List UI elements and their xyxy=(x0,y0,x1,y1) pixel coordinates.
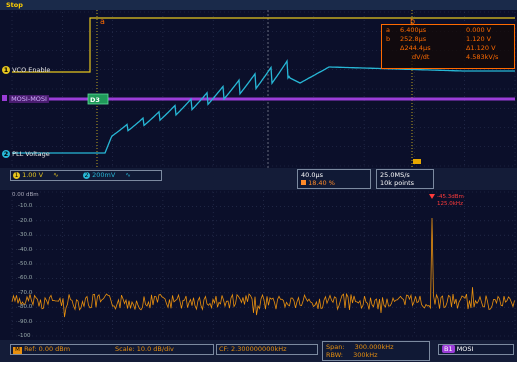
trigger-position-icon xyxy=(301,180,306,185)
ch1-bw-icon: ∿ xyxy=(53,171,59,179)
timebase: 40.0µs xyxy=(301,171,323,179)
decode-label: MOSI xyxy=(456,345,474,353)
frequency-toolbar: M Ref: 0.00 dBm Scale: 10.0 dB/div CF: 2… xyxy=(0,340,517,362)
cursor-a-value: 0.000 V xyxy=(466,26,492,34)
spectrum-y-tick: -90.0 xyxy=(18,318,33,325)
cf-value: 2.300000000kHz xyxy=(231,345,287,353)
vco-enable-trace xyxy=(12,17,515,73)
spectrum-y-tick: -80.0 xyxy=(18,304,33,311)
cf-label: CF: xyxy=(219,345,229,353)
ch2-bw-icon: ∿ xyxy=(125,171,131,179)
bus-decode-box[interactable]: B1 MOSI xyxy=(438,344,514,355)
cursor-readout-panel: a 6.400µs 0.000 V b 252.8µs 1.120 V Δ244… xyxy=(381,24,515,69)
spectrum-trace xyxy=(11,217,515,318)
rbw-label: RBW: xyxy=(326,351,343,359)
sample-rate: 25.0MS/s xyxy=(380,171,410,179)
cursor-dvdt-value: 4.583kV/s xyxy=(466,53,499,61)
ch1-scale-dot: 1 xyxy=(13,172,20,179)
ch2-scale-group: 2 200mV ∿ xyxy=(83,171,131,179)
ref-badge-icon: M xyxy=(13,347,22,354)
ch2-label[interactable]: 2 PLL Voltage xyxy=(2,150,50,158)
scale-value: 10.0 dB/div xyxy=(136,345,174,353)
ch1-number: 1 xyxy=(2,66,10,74)
trigger-position-marker xyxy=(413,159,421,164)
ch2-number: 2 xyxy=(2,150,10,158)
ch1-scale: 1.00 V xyxy=(22,171,44,179)
spectrum-marker-icon xyxy=(429,194,436,199)
cursor-b-value: 1.120 V xyxy=(466,35,492,43)
record-length: 10k points xyxy=(380,179,415,187)
mosi-name: MOSI-MOSI xyxy=(9,95,49,103)
waveform-graticule xyxy=(11,11,516,167)
mosi-label[interactable]: MOSI-MOSI xyxy=(2,95,49,103)
ref-scale-box[interactable]: M Ref: 0.00 dBm Scale: 10.0 dB/div xyxy=(10,344,214,355)
ch2-name: PLL Voltage xyxy=(12,150,50,158)
spectrum-marker-value: -45.3dBm xyxy=(437,194,464,200)
cursor-delta-time: Δ244.4µs xyxy=(400,44,431,52)
span-value: 300.000kHz xyxy=(354,343,394,351)
mosi-decode-badge: D3 xyxy=(90,96,100,104)
ref-label: Ref: xyxy=(24,345,37,353)
spectrum-y-tick: -10.0 xyxy=(18,203,33,210)
scale-group: Scale: 10.0 dB/div xyxy=(115,345,174,353)
spectrum-y-tick: -100 xyxy=(18,333,31,339)
mosi-color-chip xyxy=(2,95,7,101)
pll-voltage-trace xyxy=(12,59,515,154)
run-state[interactable]: Stop xyxy=(6,1,23,9)
decode-badge: B1 xyxy=(442,345,455,353)
ref-group: M Ref: 0.00 dBm xyxy=(13,345,70,354)
trigger-position: 18.40 % xyxy=(301,179,335,187)
rbw-value: 300kHz xyxy=(353,351,378,359)
horizontal-box[interactable]: 40.0µs 18.40 % xyxy=(297,169,371,189)
cursor-a-time: 6.400µs xyxy=(400,26,427,34)
ref-value: 0.00 dBm xyxy=(38,345,71,353)
scale-label: Scale: xyxy=(115,345,135,353)
spectrum-y-tick: -60.0 xyxy=(18,275,33,282)
spectrum-y-tick: -30.0 xyxy=(18,232,33,239)
ch1-name: VCO Enable xyxy=(12,66,51,74)
cursor-a-marker: a xyxy=(100,17,105,26)
cursor-a-badge: a xyxy=(386,26,390,34)
spectrum-graticule xyxy=(11,191,516,337)
mosi-decode-packet xyxy=(87,93,109,105)
spectrum-y-tick: -70.0 xyxy=(18,289,33,296)
cursor-b-badge: b xyxy=(386,35,391,43)
spectrum-y-tick: -50.0 xyxy=(18,261,33,267)
spectrum-y-tick: -20.0 xyxy=(18,217,33,224)
spectrum-marker-frequency: 125.0kHz xyxy=(437,201,463,207)
ch1-scale-group: 1 1.00 V ∿ xyxy=(13,171,59,179)
cursor-b-time: 252.8µs xyxy=(400,35,427,43)
spectrum-display xyxy=(11,191,516,337)
cursor-delta-value: Δ1.120 V xyxy=(466,44,496,52)
cursor-b-marker: b xyxy=(410,17,415,26)
cursor-dvdt-label: dV/dt xyxy=(412,53,430,61)
ch2-scale-dot: 2 xyxy=(83,172,90,179)
channel-scale-box[interactable]: 1 1.00 V ∿ 2 200mV ∿ xyxy=(10,170,162,181)
bottom-margin xyxy=(0,362,517,391)
waveform-display: a b xyxy=(11,10,516,168)
time-toolbar: 1 1.00 V ∿ 2 200mV ∿ 40.0µs 18.40 % 25.0… xyxy=(0,168,517,190)
spectrum-y-tick: -40.0 xyxy=(18,246,33,253)
ch1-label[interactable]: 1 VCO Enable xyxy=(2,66,50,74)
ch2-scale: 200mV xyxy=(92,171,116,179)
top-status-bar: Stop xyxy=(0,0,517,10)
span-rbw-box[interactable]: Span: 300.000kHz RBW: 300kHz xyxy=(322,341,430,361)
acquisition-box[interactable]: 25.0MS/s 10k points xyxy=(376,169,434,189)
spectrum-top-label: 0.00 dBm xyxy=(12,192,39,198)
span-label: Span: xyxy=(326,343,345,351)
center-frequency-box[interactable]: CF: 2.300000000kHz xyxy=(216,344,318,355)
